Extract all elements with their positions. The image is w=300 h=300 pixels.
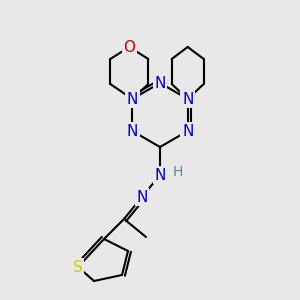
Text: N: N xyxy=(154,167,166,182)
Text: N: N xyxy=(127,92,138,106)
Text: O: O xyxy=(123,40,135,55)
Text: N: N xyxy=(127,124,138,139)
Text: N: N xyxy=(154,76,166,91)
Text: N: N xyxy=(182,92,194,106)
Text: N: N xyxy=(136,190,148,205)
Text: H: H xyxy=(173,165,183,179)
Text: N: N xyxy=(182,124,194,139)
Text: S: S xyxy=(73,260,83,274)
